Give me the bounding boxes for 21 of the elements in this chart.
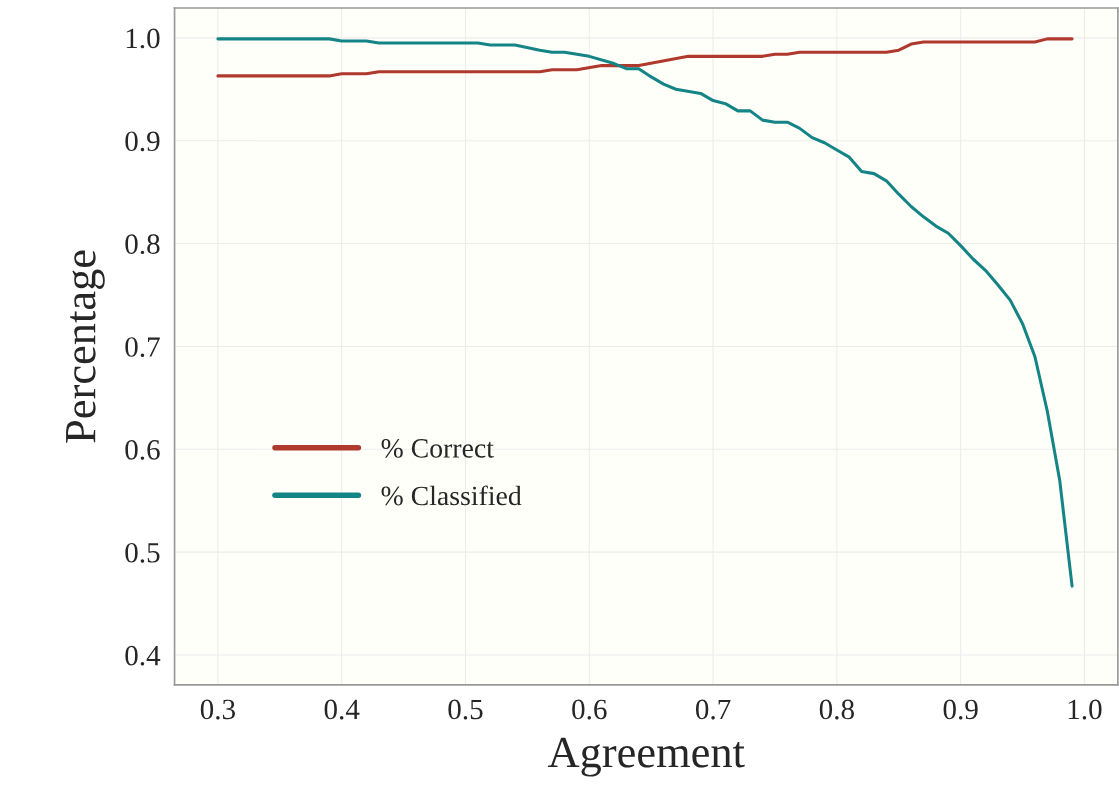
- legend-label: % Correct: [381, 438, 494, 458]
- x-tick-label: 0.3: [200, 699, 235, 720]
- x-tick-label: 0.8: [819, 699, 854, 720]
- y-tick-label: 0.9: [125, 131, 160, 152]
- x-tick-label: 0.6: [572, 699, 607, 720]
- y-tick-label: 0.5: [125, 542, 160, 563]
- y-tick-label: 1.0: [126, 28, 160, 49]
- y-tick-label: 0.7: [125, 337, 160, 357]
- legend-label: % Classified: [381, 485, 522, 506]
- y-tick-label: 0.4: [125, 645, 161, 666]
- x-tick-label: 0.9: [943, 699, 978, 720]
- line-series: [216, 37, 1074, 588]
- x-tick-label: 0.7: [695, 699, 731, 720]
- x-tick-label: 1.0: [1068, 699, 1102, 720]
- y-axis-title: Percentage: [66, 250, 105, 443]
- y-tick-label: 0.8: [125, 234, 160, 255]
- x-axis-title: Agreement: [547, 737, 745, 777]
- x-tick-label: 0.4: [324, 699, 360, 720]
- line-series: [216, 37, 1074, 78]
- y-tick-label: 0.6: [125, 440, 160, 460]
- x-tick-label: 0.5: [448, 699, 483, 720]
